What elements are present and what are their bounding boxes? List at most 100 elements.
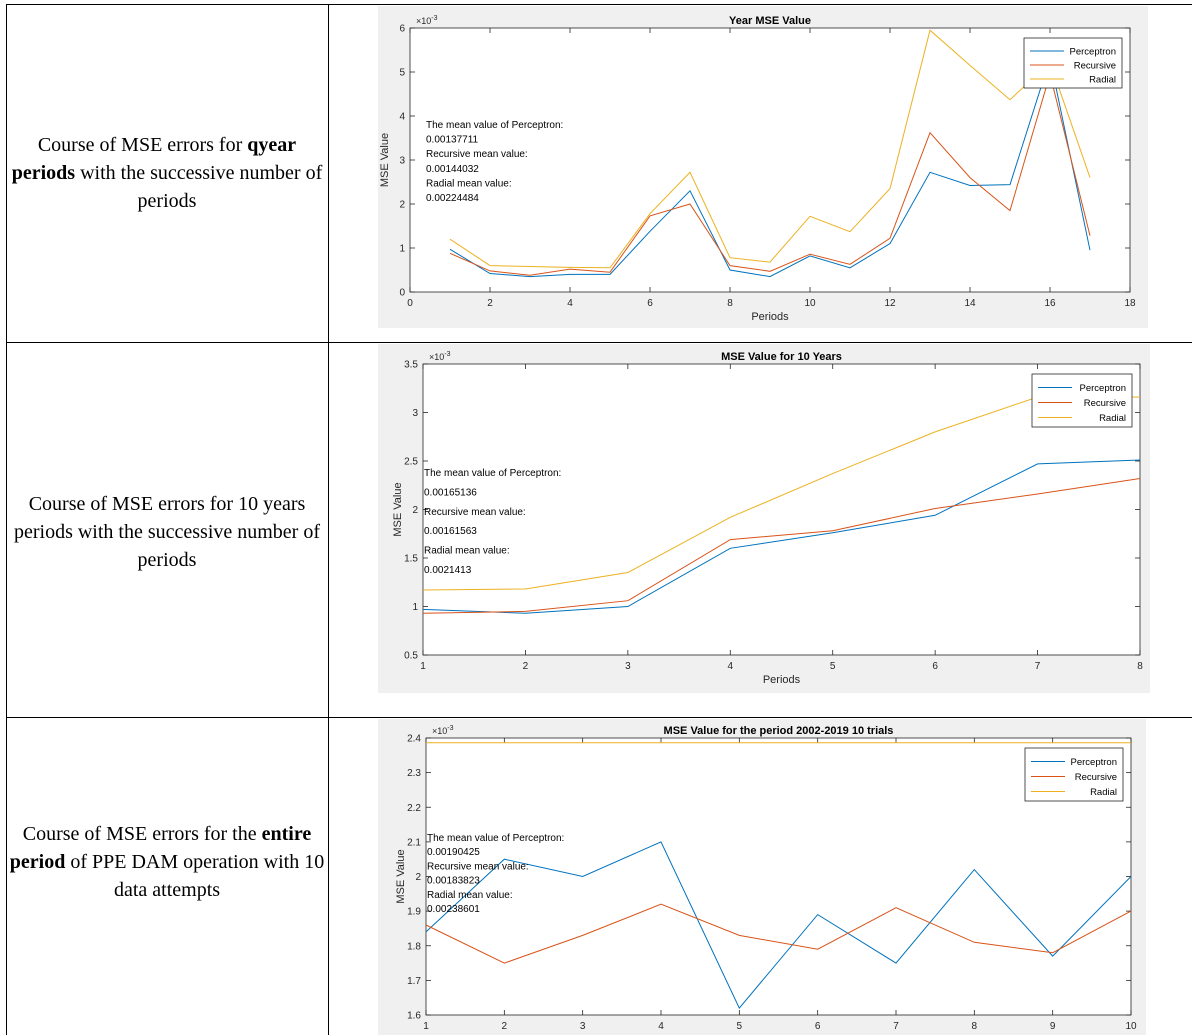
row-3-text-end: of PPE DAM operation with 10 data attemp… xyxy=(65,851,325,901)
legend-label-perceptron: Perceptron xyxy=(1070,47,1116,58)
row-1-description: Course of MSE errors for qyear periods w… xyxy=(8,131,326,215)
y-tick-label: 1 xyxy=(412,602,418,613)
y-tick-label: 3.5 xyxy=(404,360,418,371)
y-exponent-label: ×10-3 xyxy=(432,725,454,736)
series-line-radial xyxy=(422,396,1140,591)
chart-title: MSE Value for 10 Years xyxy=(721,351,842,363)
mean-annotation-line: 0.00183823 xyxy=(427,876,480,887)
row-1-text-end: with the successive number of periods xyxy=(75,162,323,212)
x-tick-label: 6 xyxy=(932,661,938,672)
mean-annotation-line: 0.0021413 xyxy=(424,565,472,576)
y-axis-label: MSE Value xyxy=(379,133,391,187)
x-tick-label: 10 xyxy=(1125,1021,1137,1032)
y-tick-label: 0.5 xyxy=(404,651,418,662)
y-tick-label: 2.5 xyxy=(404,457,418,468)
legend-label-radial: Radial xyxy=(1099,413,1126,424)
x-tick-label: 6 xyxy=(647,298,653,309)
y-tick-label: 4 xyxy=(399,112,405,123)
x-tick-label: 3 xyxy=(625,661,631,672)
x-tick-label: 18 xyxy=(1124,298,1136,309)
table-border-top xyxy=(6,4,1192,5)
mean-annotation-line: 0.00224484 xyxy=(426,193,479,204)
x-tick-label: 4 xyxy=(567,298,573,309)
x-tick-label: 2 xyxy=(523,661,529,672)
x-tick-label: 1 xyxy=(423,1021,429,1032)
series-line-recursive xyxy=(422,478,1141,614)
x-tick-label: 5 xyxy=(830,661,836,672)
mean-annotation-line: 0.00144032 xyxy=(426,164,479,175)
legend-label-recursive: Recursive xyxy=(1075,772,1117,783)
chart-title: Year MSE Value xyxy=(729,15,811,27)
row-divider xyxy=(6,717,1192,718)
chart-panel-2: 1 2 3 4 5 6 7 8 0.5 1 1.5 2 2.5 3 3.5 ×10-3 MSE Value fo… xyxy=(378,344,1150,693)
y-tick-label: 2.3 xyxy=(407,768,421,779)
y-tick-label: 6 xyxy=(399,24,405,35)
y-tick-label: 1.8 xyxy=(407,941,421,952)
y-exponent-label: ×10-3 xyxy=(429,351,451,362)
y-tick-label: 0 xyxy=(399,288,405,299)
row-2-description: Course of MSE errors for 10 years period… xyxy=(8,490,326,574)
mean-annotation-line: The mean value of Perceptron: xyxy=(427,833,564,844)
legend-label-perceptron: Perceptron xyxy=(1071,757,1117,768)
row-1-text-start: Course of MSE errors for xyxy=(37,134,248,156)
y-tick-label: 3 xyxy=(399,156,405,167)
x-tick-label: 7 xyxy=(1035,661,1041,672)
chart-2: 1 2 3 4 5 6 7 80.511.522.533.5×10-3 MSE Value fo… xyxy=(392,351,1143,686)
row-1-text-bold: qyear periods xyxy=(11,134,297,184)
mean-annotation-line: Radial mean value: xyxy=(427,890,513,901)
y-axis-label: MSE Value xyxy=(395,849,407,903)
row-divider xyxy=(6,342,1192,343)
mean-annotation-line: Recursive mean value: xyxy=(426,149,528,160)
mean-annotation-line: The mean value of Perceptron: xyxy=(424,468,561,479)
mean-annotation-line: 0.00161563 xyxy=(424,526,477,537)
y-exponent-label: ×10-3 xyxy=(416,15,438,26)
mean-annotation-line: Recursive mean value: xyxy=(424,507,526,518)
mean-annotation-line: 0.00190425 xyxy=(427,847,480,858)
table-border-left xyxy=(6,4,7,1035)
x-tick-label: 2 xyxy=(502,1021,508,1032)
legend-box xyxy=(1024,747,1124,802)
x-tick-label: 8 xyxy=(727,298,733,309)
x-tick-label: 16 xyxy=(1044,298,1056,309)
x-tick-label: 4 xyxy=(728,661,734,672)
y-axis-label: MSE Value xyxy=(392,482,404,536)
chart-3: 1 2 3 4 5 6 7 8 9 10 1.6 1.7 1.8 1.9 2 2.1 2.2 2.3 2.4 ×10-… xyxy=(395,725,1137,1035)
row-3-text-bold: entire period xyxy=(9,823,312,873)
x-tick-label: 6 xyxy=(815,1021,821,1032)
x-tick-label: 12 xyxy=(884,298,896,309)
row-2-text: Course of MSE errors for 10 years period… xyxy=(13,493,321,571)
y-tick-label: 2 xyxy=(415,872,421,883)
x-axis-label: Periods xyxy=(763,674,801,686)
legend-box xyxy=(1023,37,1123,89)
x-tick-label: 10 xyxy=(804,298,816,309)
chart-panel-3: 1 2 3 4 5 6 7 8 9 10 1.6 1.7 1.8 1.9 2 2.1 2.2 2.3 2.4 ×10-… xyxy=(378,719,1146,1035)
plot-area xyxy=(422,363,1141,656)
x-tick-label: 9 xyxy=(1050,1021,1056,1032)
y-tick-label: 3 xyxy=(412,408,418,419)
series-line-radial xyxy=(449,29,1091,269)
mean-annotation-line: Recursive mean value: xyxy=(427,861,529,872)
series-line-recursive xyxy=(425,903,1132,964)
mean-annotation-line: Radial mean value: xyxy=(426,178,512,189)
x-tick-label: 5 xyxy=(737,1021,743,1032)
series-line-perceptron xyxy=(422,459,1141,614)
x-tick-label: 1 xyxy=(420,661,426,672)
x-tick-label: 4 xyxy=(658,1021,664,1032)
x-tick-label: 8 xyxy=(972,1021,978,1032)
row-3-description: Course of MSE errors for the entire peri… xyxy=(8,820,326,904)
y-tick-label: 1 xyxy=(399,244,405,255)
y-tick-label: 2.2 xyxy=(407,803,421,814)
plot-area xyxy=(409,27,1131,293)
mean-annotation-line: 0.00137711 xyxy=(426,135,479,146)
series-line-recursive xyxy=(449,72,1091,276)
y-tick-label: 2.1 xyxy=(407,837,421,848)
y-tick-label: 1.6 xyxy=(407,1011,421,1022)
y-tick-label: 1.7 xyxy=(407,976,421,987)
legend-label-radial: Radial xyxy=(1090,787,1117,798)
y-tick-label: 1.5 xyxy=(404,554,418,565)
x-tick-label: 0 xyxy=(407,298,413,309)
series-line-perceptron xyxy=(449,56,1091,278)
series-line-perceptron xyxy=(425,841,1132,1010)
